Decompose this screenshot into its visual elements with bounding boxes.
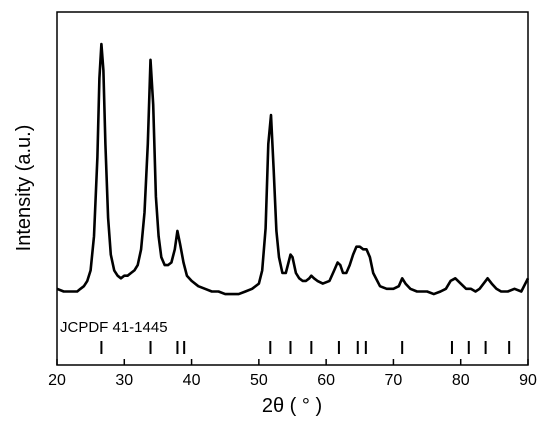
- x-tick-label: 40: [183, 372, 201, 389]
- reference-label: JCPDF 41-1445: [60, 319, 168, 336]
- xrd-pattern-line: [56, 42, 530, 296]
- plot-frame: [56, 11, 529, 366]
- y-axis-title: Intensity (a.u.): [13, 125, 35, 252]
- x-tick-label: 80: [452, 372, 470, 389]
- x-tick-label: 70: [385, 372, 403, 389]
- x-tick-label: 90: [519, 372, 537, 389]
- x-tick-label: 30: [115, 372, 133, 389]
- x-tick-label: 50: [250, 372, 268, 389]
- x-axis: 20 30 40 50 60 70 80 90: [48, 359, 537, 389]
- x-tick-label: 20: [48, 372, 66, 389]
- x-tick-label: 60: [317, 372, 335, 389]
- reference-marks: [100, 341, 511, 354]
- x-axis-title: 2θ ( ° ): [262, 395, 322, 417]
